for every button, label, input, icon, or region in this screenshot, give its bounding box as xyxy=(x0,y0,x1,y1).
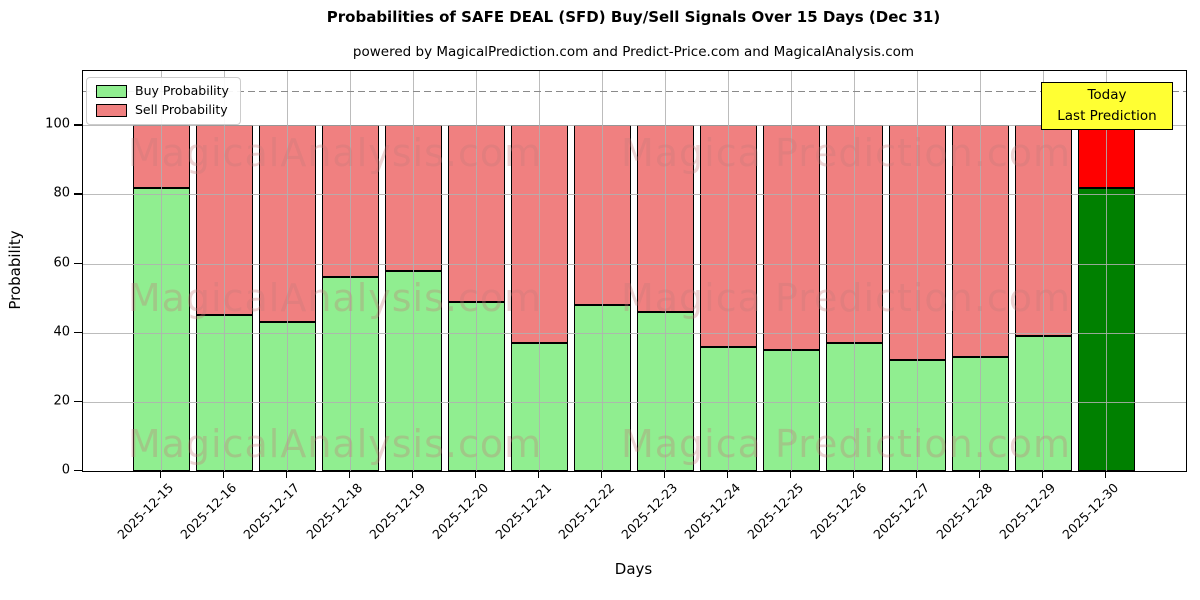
y-tick-mark xyxy=(74,193,82,195)
v-gridline xyxy=(539,71,540,471)
x-tick-label: 2025-12-20 xyxy=(429,480,492,542)
x-tick-label: 2025-12-22 xyxy=(555,480,618,542)
x-tick-mark xyxy=(349,471,351,478)
x-tick-mark xyxy=(1105,471,1107,478)
h-gridline xyxy=(83,401,1186,403)
x-tick-mark xyxy=(853,471,855,478)
v-gridline xyxy=(224,71,225,471)
chart-title: Probabilities of SAFE DEAL (SFD) Buy/Sel… xyxy=(326,8,941,26)
y-tick-mark xyxy=(74,262,82,264)
sell-swatch-icon xyxy=(96,104,127,117)
x-tick-label: 2025-12-18 xyxy=(303,480,366,542)
v-gridline xyxy=(917,71,918,471)
legend-item-sell: Sell Probability xyxy=(96,104,229,117)
x-tick-mark xyxy=(601,471,603,478)
x-tick-label: 2025-12-27 xyxy=(870,480,933,542)
today-annotation: Today Last Prediction xyxy=(1041,82,1173,130)
y-tick-label: 0 xyxy=(61,462,70,478)
plot-area: MagicalAnalysis.com Magica Prediction.com… xyxy=(82,70,1187,472)
watermark-text: Magica Prediction.com xyxy=(620,276,1072,320)
v-gridline xyxy=(791,71,792,471)
v-gridline xyxy=(161,71,162,471)
x-tick-mark xyxy=(979,471,981,478)
x-tick-mark xyxy=(475,471,477,478)
watermark-text: MagicalAnalysis.com xyxy=(127,131,543,175)
v-gridline xyxy=(476,71,477,471)
y-axis-label: Probability xyxy=(6,230,24,310)
x-tick-mark xyxy=(223,471,225,478)
x-tick-label: 2025-12-15 xyxy=(114,480,177,542)
y-tick-label: 40 xyxy=(53,324,70,340)
v-gridline xyxy=(1043,71,1044,471)
x-tick-mark xyxy=(286,471,288,478)
v-gridline xyxy=(350,71,351,471)
x-tick-label: 2025-12-25 xyxy=(744,480,807,542)
x-tick-mark xyxy=(916,471,918,478)
x-tick-label: 2025-12-19 xyxy=(366,480,429,542)
v-gridline xyxy=(665,71,666,471)
y-tick-mark xyxy=(74,331,82,334)
y-tick-label: 100 xyxy=(45,116,70,132)
x-tick-mark xyxy=(538,471,540,478)
y-tick-label: 20 xyxy=(53,393,70,409)
legend: Buy Probability Sell Probability xyxy=(86,77,241,125)
x-tick-mark xyxy=(160,471,162,478)
today-annotation-line1: Today xyxy=(1087,87,1127,104)
x-tick-label: 2025-12-26 xyxy=(807,480,870,542)
x-tick-mark xyxy=(1042,471,1044,478)
v-gridline xyxy=(287,71,288,471)
v-gridline xyxy=(980,71,981,471)
x-tick-mark xyxy=(727,471,729,478)
x-tick-mark xyxy=(790,471,792,478)
watermark-text: MagicalAnalysis.com xyxy=(127,422,543,466)
watermark-text: Magica Prediction.com xyxy=(620,131,1072,175)
x-tick-mark xyxy=(412,471,414,478)
x-axis-label: Days xyxy=(614,560,653,578)
h-gridline xyxy=(83,332,1186,334)
today-annotation-line2: Last Prediction xyxy=(1057,108,1157,124)
x-tick-label: 2025-12-30 xyxy=(1059,480,1122,542)
x-tick-label: 2025-12-28 xyxy=(933,480,996,542)
x-tick-label: 2025-12-23 xyxy=(618,480,681,542)
y-tick-mark xyxy=(74,470,82,472)
watermark-text: Magica Prediction.com xyxy=(620,422,1072,466)
buy-swatch-icon xyxy=(96,85,127,98)
v-gridline xyxy=(854,71,855,471)
h-gridline xyxy=(83,263,1186,265)
threshold-dashed-line xyxy=(83,90,1186,93)
y-tick-mark xyxy=(74,124,82,126)
legend-label-sell: Sell Probability xyxy=(135,102,228,118)
v-gridline xyxy=(602,71,603,471)
legend-item-buy: Buy Probability xyxy=(96,85,229,98)
x-tick-mark xyxy=(664,471,666,478)
x-tick-label: 2025-12-16 xyxy=(177,480,240,542)
legend-label-buy: Buy Probability xyxy=(135,83,229,99)
x-tick-label: 2025-12-21 xyxy=(492,480,555,542)
v-gridline xyxy=(1106,71,1107,471)
v-gridline xyxy=(728,71,729,471)
chart-subtitle: powered by MagicalPrediction.com and Pre… xyxy=(352,44,915,60)
y-tick-label: 60 xyxy=(53,255,70,271)
h-gridline xyxy=(83,194,1186,196)
h-gridline xyxy=(83,125,1186,127)
y-tick-mark xyxy=(74,400,82,403)
x-tick-label: 2025-12-29 xyxy=(996,480,1059,542)
x-tick-label: 2025-12-24 xyxy=(681,480,744,542)
y-tick-label: 80 xyxy=(53,185,70,201)
watermark-text: MagicalAnalysis.com xyxy=(127,276,543,320)
v-gridline xyxy=(413,71,414,471)
x-tick-label: 2025-12-17 xyxy=(240,480,303,542)
